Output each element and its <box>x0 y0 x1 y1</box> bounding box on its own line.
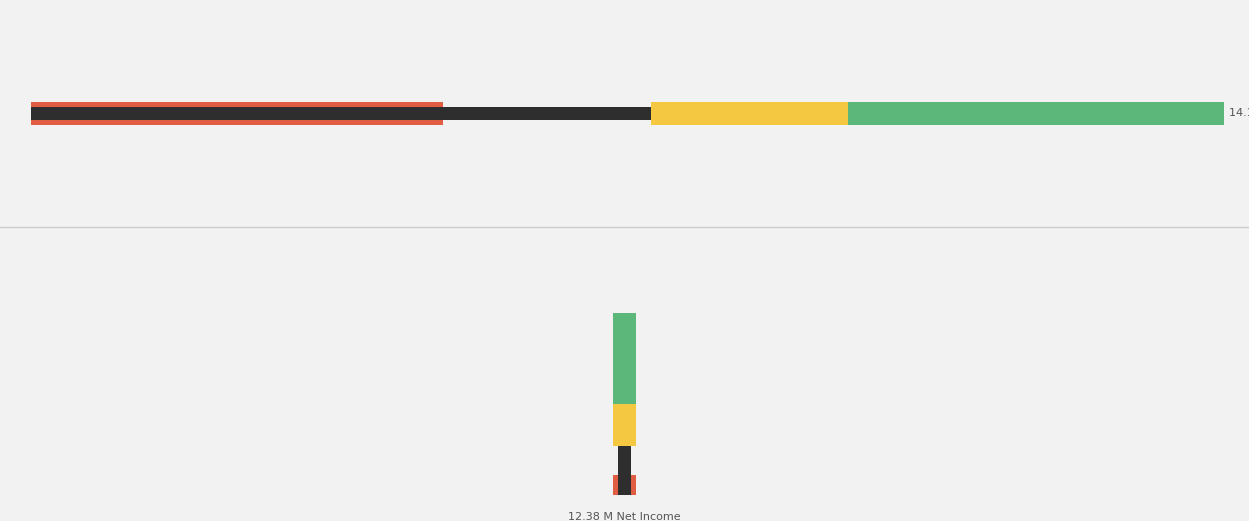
Bar <box>31 107 652 119</box>
Bar <box>618 446 631 494</box>
Bar <box>613 404 636 446</box>
Bar <box>848 102 1224 125</box>
Text: 12.38 M Net Income: 12.38 M Net Income <box>568 512 681 521</box>
Bar <box>652 102 848 125</box>
Bar <box>31 102 442 125</box>
Text: 14.12 M Gross Profit: 14.12 M Gross Profit <box>1229 108 1249 118</box>
Bar <box>613 313 636 404</box>
Bar <box>613 475 636 494</box>
